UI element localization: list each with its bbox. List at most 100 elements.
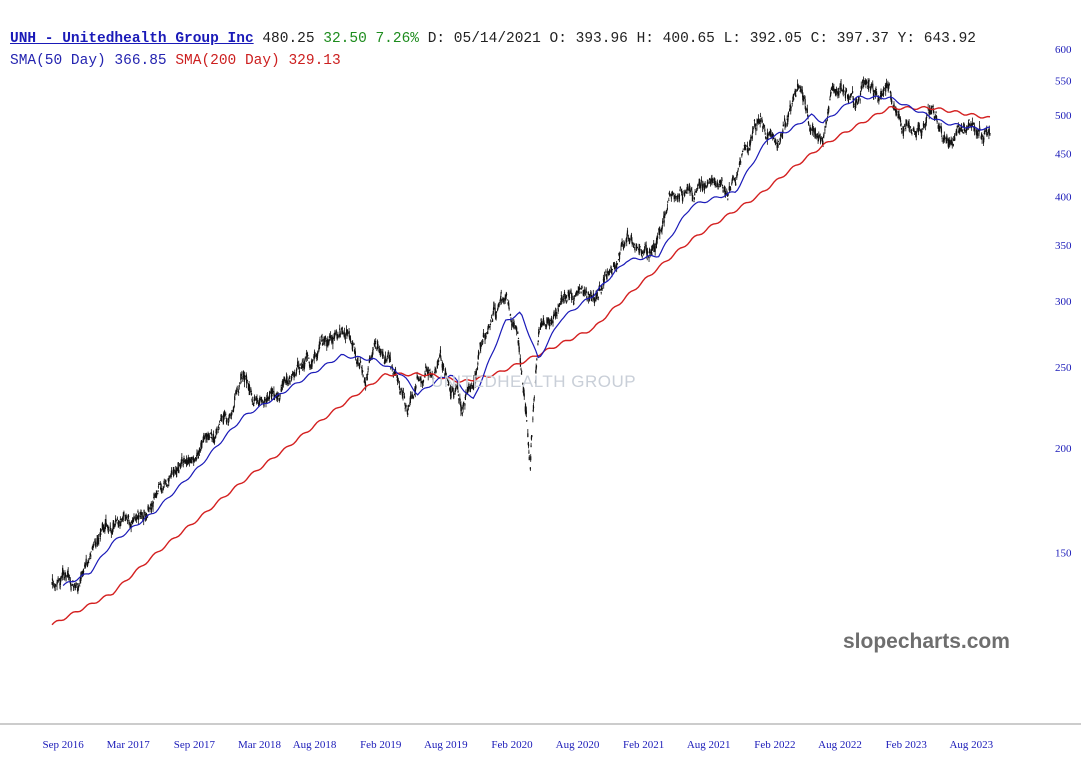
price-bar	[782, 124, 785, 127]
price-bar-body	[871, 83, 873, 86]
price-bar	[205, 432, 207, 436]
price-bar-body	[70, 586, 72, 591]
price-bar-body	[457, 386, 459, 390]
price-bar-body	[540, 322, 542, 326]
price-bar	[150, 508, 152, 513]
price-bar	[589, 294, 591, 301]
price-bar	[473, 375, 475, 389]
price-bar-body	[526, 420, 528, 422]
price-bar	[530, 442, 532, 448]
price-bar-body	[120, 518, 123, 520]
price-bar-body	[240, 377, 243, 379]
price-bar-body	[668, 200, 670, 201]
price-bar-body	[99, 534, 101, 536]
price-bar-body	[563, 291, 566, 295]
price-bar	[534, 379, 536, 384]
price-bar	[405, 403, 407, 408]
price-bar	[745, 144, 747, 147]
price-bar-body	[163, 481, 165, 485]
price-bar-body	[862, 79, 864, 81]
price-bars	[51, 76, 991, 595]
price-bar	[339, 332, 342, 338]
price-bar-body	[787, 119, 789, 122]
price-bar	[685, 189, 688, 194]
price-bar	[566, 294, 568, 299]
price-bar-body	[421, 382, 424, 385]
price-bar-body	[725, 193, 727, 195]
price-bar-body	[361, 371, 363, 373]
price-bar-body	[215, 431, 217, 433]
price-bar	[663, 215, 665, 227]
price-bar-body	[540, 319, 542, 322]
price-bar-body	[324, 335, 326, 340]
price-bar-body	[66, 575, 68, 577]
price-bar	[307, 354, 309, 357]
price-bar	[498, 302, 500, 308]
price-bar-body	[522, 383, 524, 385]
price-bar	[576, 290, 578, 297]
price-bar	[561, 295, 563, 302]
price-bar-body	[782, 125, 785, 127]
price-bar-body	[644, 243, 646, 245]
price-bar-body	[539, 327, 542, 330]
price-bar-body	[57, 580, 59, 582]
price-bar-body	[157, 493, 159, 494]
price-bar	[298, 367, 301, 375]
price-bar-body	[412, 396, 415, 399]
price-bar	[742, 148, 744, 150]
price-bar-body	[537, 343, 539, 345]
price-bar	[521, 369, 523, 375]
price-bar-body	[626, 230, 629, 234]
price-bar-body	[349, 338, 352, 342]
price-bar	[351, 340, 353, 346]
price-bar-body	[708, 178, 711, 181]
price-bar-body	[211, 437, 213, 440]
price-bar-body	[492, 310, 494, 314]
price-bar-body	[447, 384, 449, 386]
price-bar-body	[307, 355, 309, 357]
price-bar-body	[421, 381, 423, 383]
price-bar-body	[837, 88, 840, 90]
price-bar	[330, 335, 333, 342]
price-bar-body	[866, 81, 868, 83]
price-bar-body	[756, 123, 758, 126]
price-bar-body	[376, 347, 378, 349]
price-bar	[571, 292, 573, 300]
price-bar-body	[703, 187, 706, 191]
price-bar	[795, 89, 797, 93]
price-bar-body	[314, 354, 316, 356]
price-bar	[149, 503, 152, 507]
price-bar-body	[552, 316, 554, 320]
price-bar-body	[746, 146, 749, 148]
price-bar	[707, 182, 709, 187]
price-bar	[225, 411, 227, 417]
price-bar	[830, 86, 832, 91]
price-bar-body	[289, 377, 291, 379]
price-bar-body	[614, 266, 616, 269]
price-bar-body	[233, 409, 235, 411]
price-bar-body	[332, 338, 334, 344]
price-bar-body	[622, 247, 625, 250]
price-bar-body	[558, 303, 561, 306]
price-bar	[396, 374, 398, 379]
price-bar-body	[749, 142, 752, 145]
price-bar-body	[612, 265, 615, 267]
price-bar	[94, 538, 96, 543]
price-bar	[872, 80, 874, 90]
price-bar	[557, 308, 559, 312]
price-bar	[63, 572, 66, 581]
price-bar	[299, 363, 301, 367]
price-bar	[684, 189, 686, 194]
price-bar	[668, 197, 670, 201]
price-bar	[420, 375, 422, 388]
price-bar-body	[687, 188, 689, 190]
price-bar	[148, 507, 150, 513]
price-bar-body	[853, 104, 855, 105]
price-bar-body	[308, 357, 310, 359]
price-bar-body	[681, 190, 683, 193]
price-bar-body	[284, 380, 286, 382]
price-bar-body	[254, 398, 256, 400]
price-bar	[219, 420, 221, 423]
price-bar	[704, 185, 707, 188]
price-bar	[679, 193, 681, 199]
